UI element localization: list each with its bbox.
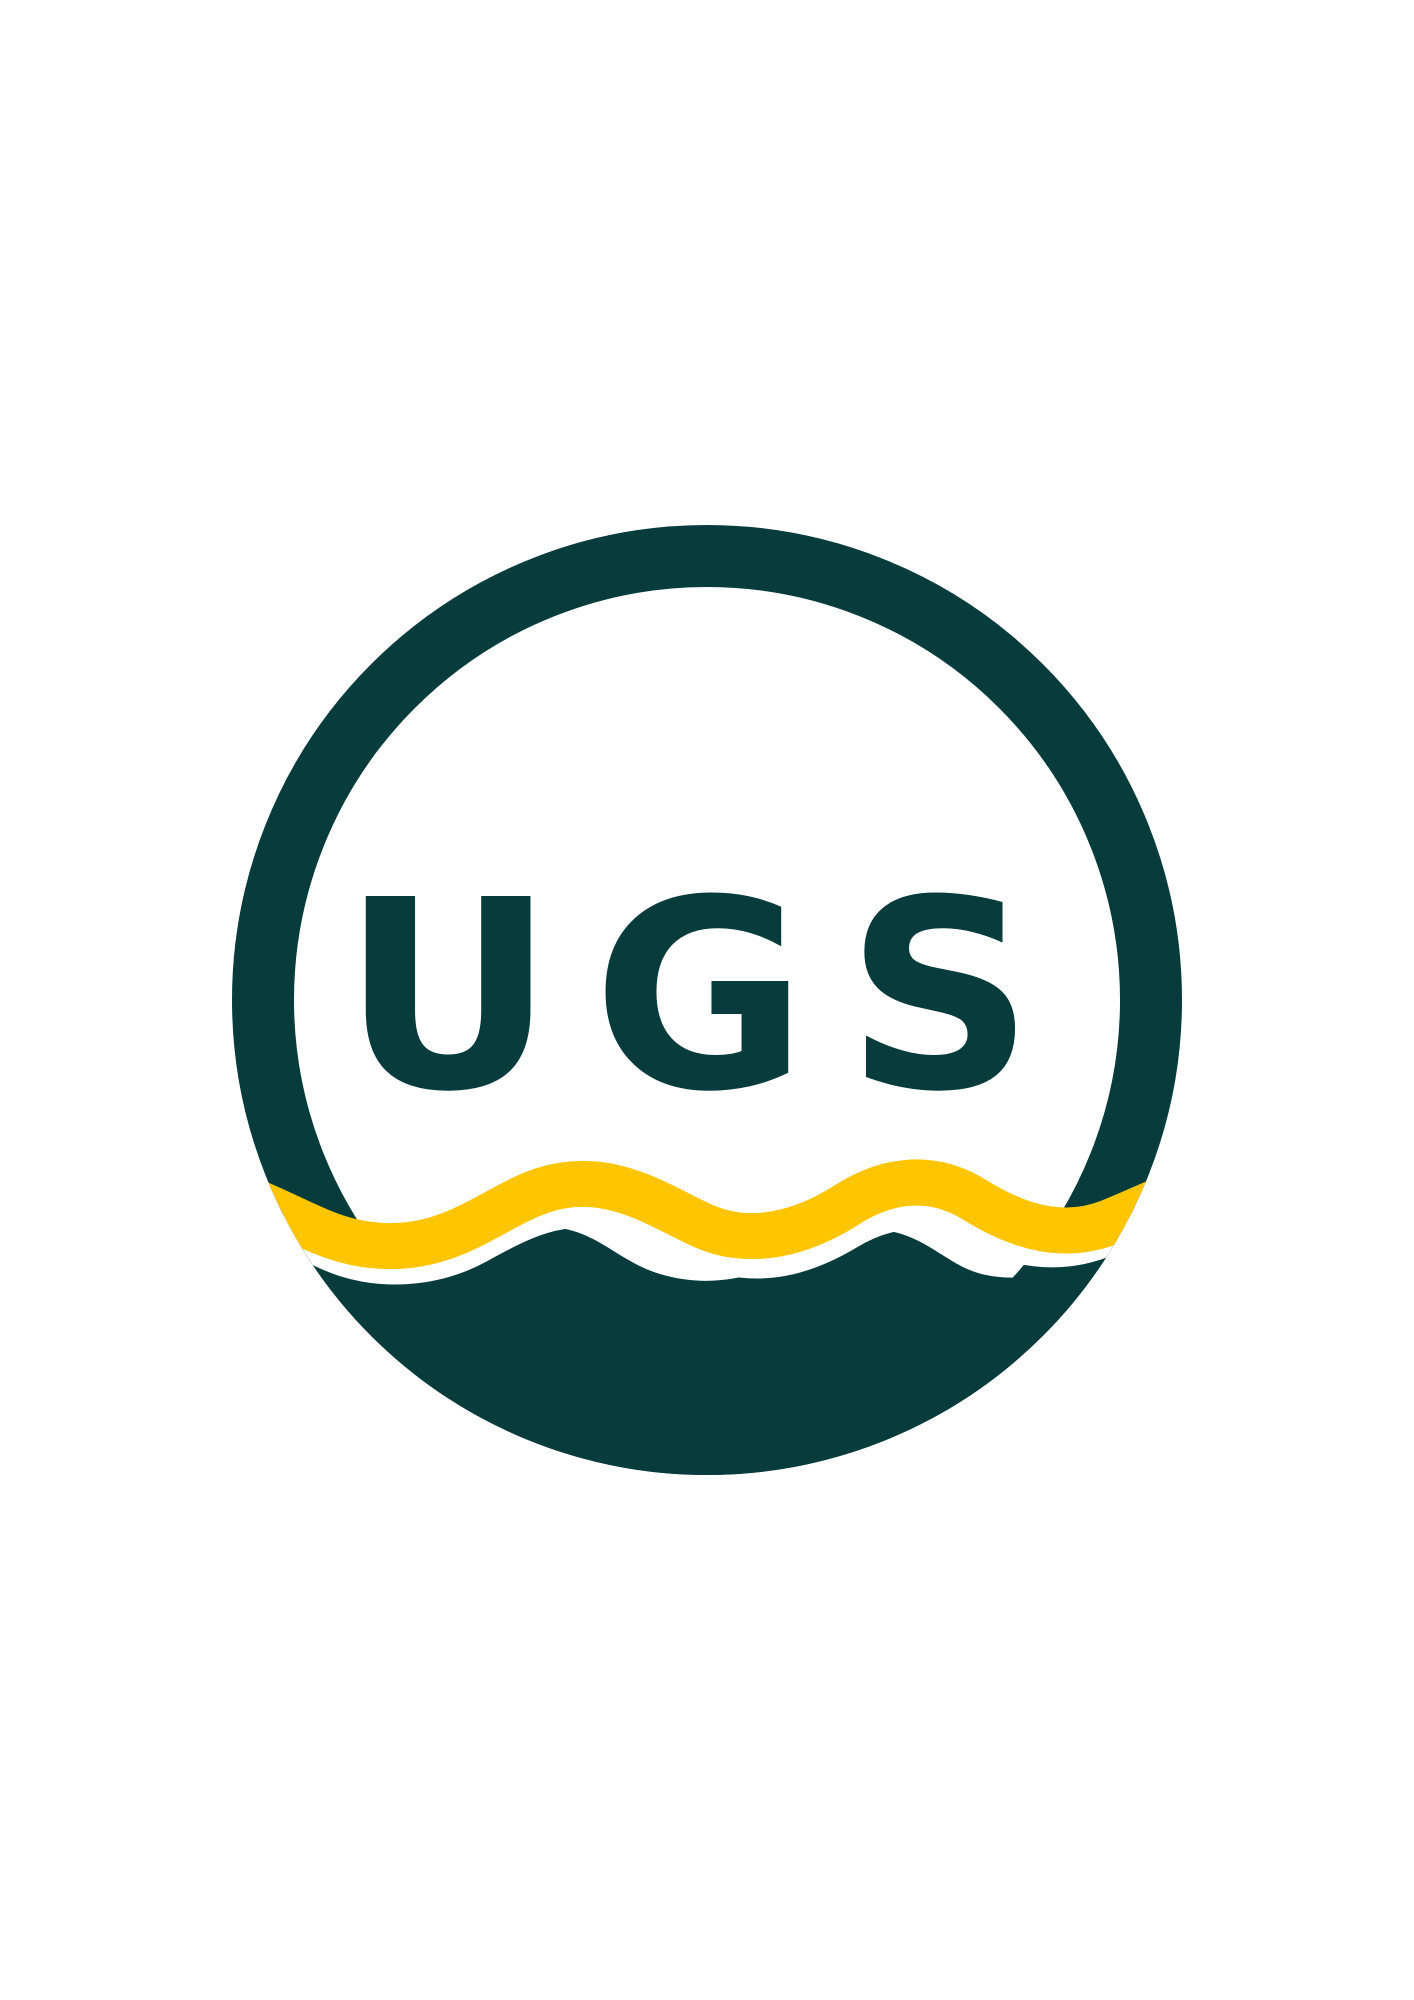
logo-yellow-wave: [232, 1157, 1182, 1270]
logo-wordmark: UGS: [342, 844, 1073, 1149]
